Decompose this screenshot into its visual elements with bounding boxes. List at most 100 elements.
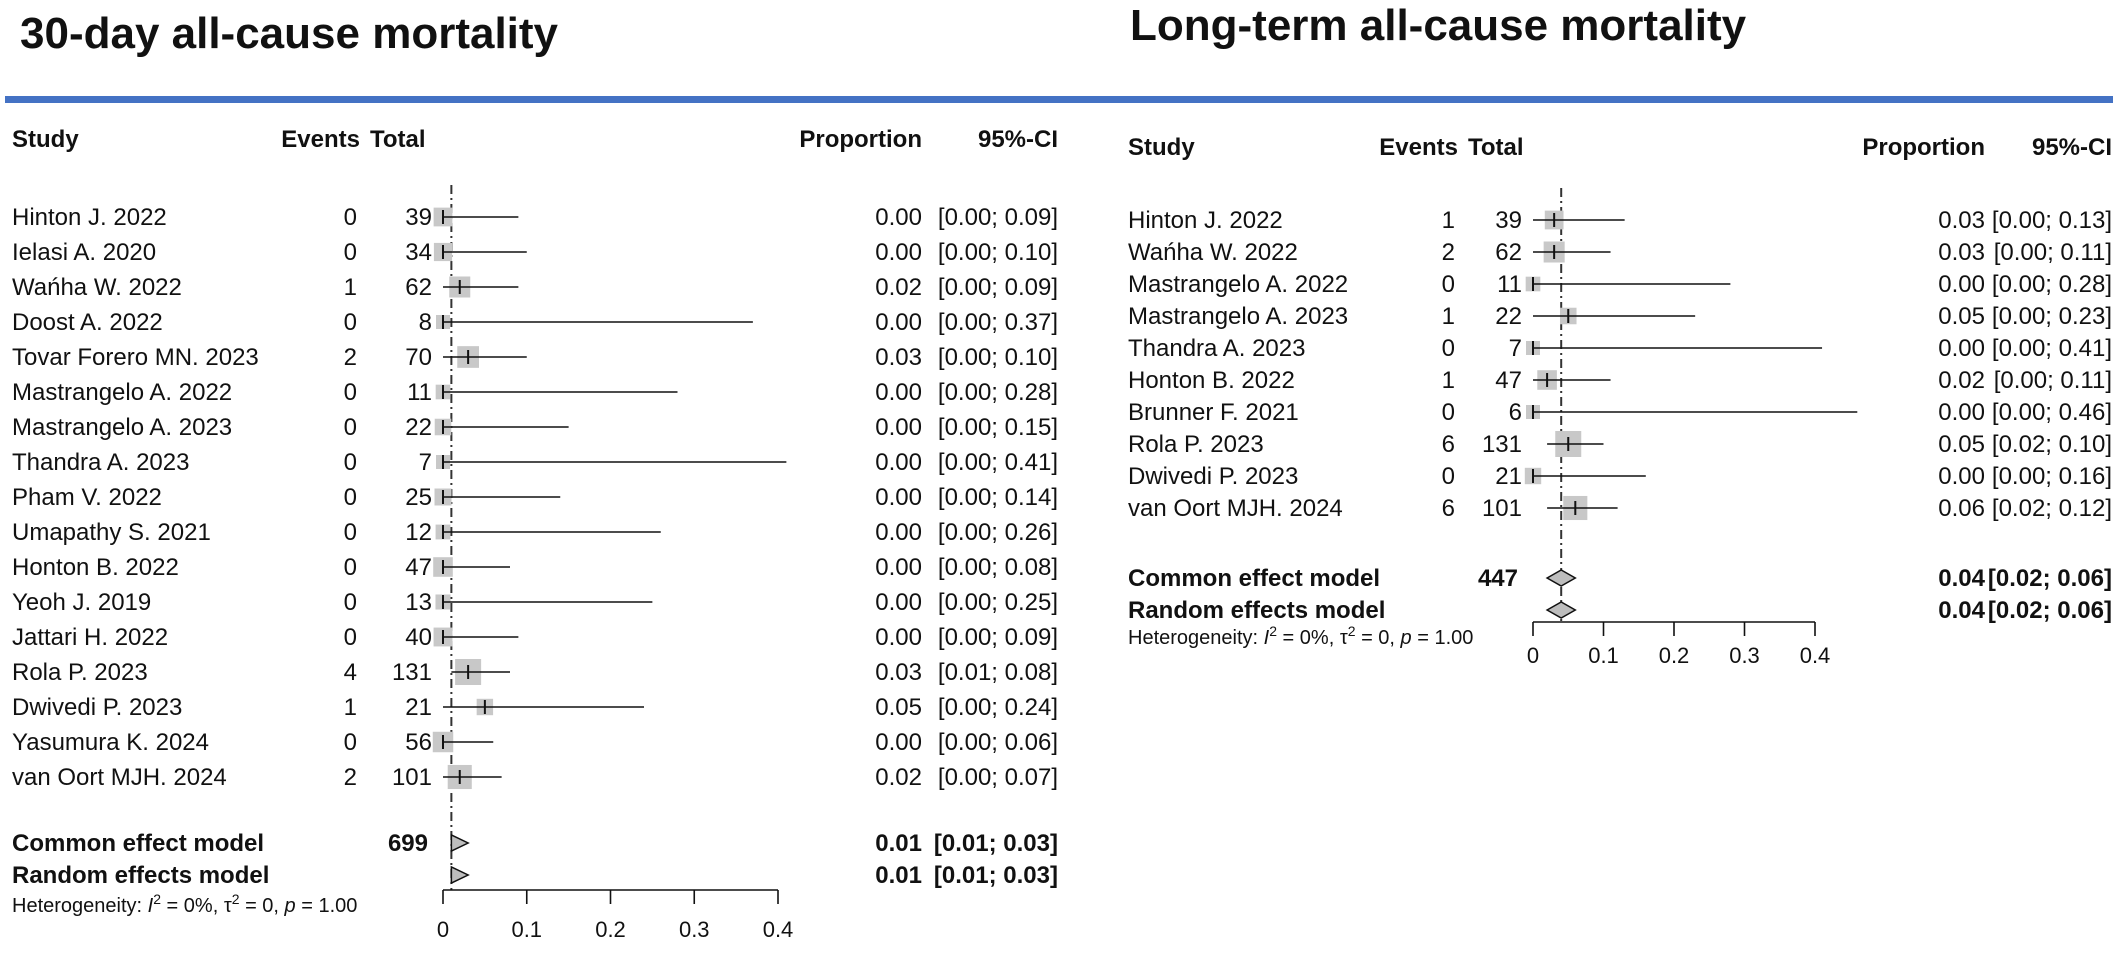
i2-value: = 0%, xyxy=(1277,627,1340,649)
study-total: 131 xyxy=(392,659,432,686)
study-ci: [0.00; 0.37] xyxy=(938,309,1058,336)
study-events: 1 xyxy=(1442,207,1455,234)
pooled-total: 699 xyxy=(388,830,428,857)
x-tick-label: 0.4 xyxy=(763,917,794,942)
study-total: 62 xyxy=(1495,239,1522,266)
study-total: 8 xyxy=(419,309,432,336)
header-study: Study xyxy=(12,126,79,153)
study-label: Dwivedi P. 2023 xyxy=(1128,463,1298,490)
study-label: Mastrangelo A. 2022 xyxy=(12,379,232,406)
study-ci: [0.00; 0.09] xyxy=(938,204,1058,231)
heterogeneity-text: Heterogeneity: I2 = 0%, τ2 = 0, p = 1.00 xyxy=(12,891,357,917)
p-value: = 1.00 xyxy=(1412,627,1474,649)
study-ci: [0.00; 0.09] xyxy=(938,624,1058,651)
p-symbol: p xyxy=(1400,627,1412,649)
study-ci: [0.00; 0.41] xyxy=(1992,335,2112,362)
study-label: Mastrangelo A. 2023 xyxy=(1128,303,1348,330)
study-proportion: 0.02 xyxy=(875,764,922,791)
study-total: 101 xyxy=(1482,495,1522,522)
header-study: Study xyxy=(1128,134,1195,161)
study-proportion: 0.02 xyxy=(875,274,922,301)
study-ci: [0.00; 0.41] xyxy=(938,449,1058,476)
study-ci: [0.00; 0.11] xyxy=(1994,367,2112,394)
tau-value: = 0, xyxy=(240,895,285,917)
x-tick-label: 0.3 xyxy=(1729,643,1760,668)
pooled-label: Common effect model xyxy=(1128,565,1380,592)
study-ci: [0.00; 0.11] xyxy=(1994,239,2112,266)
header-ci: 95%-CI xyxy=(978,126,1058,153)
study-proportion: 0.00 xyxy=(875,449,922,476)
tau-superscript: 2 xyxy=(1348,623,1356,639)
study-events: 0 xyxy=(344,309,357,336)
study-ci: [0.00; 0.28] xyxy=(938,379,1058,406)
study-proportion: 0.00 xyxy=(875,414,922,441)
study-events: 6 xyxy=(1442,495,1455,522)
study-events: 0 xyxy=(344,239,357,266)
study-events: 4 xyxy=(344,659,357,686)
study-label: van Oort MJH. 2024 xyxy=(1128,495,1343,522)
study-total: 21 xyxy=(1495,463,1522,490)
study-ci: [0.00; 0.13] xyxy=(1992,207,2112,234)
x-tick-label: 0.1 xyxy=(511,917,542,942)
study-events: 0 xyxy=(344,414,357,441)
pooled-diamond xyxy=(1545,569,1577,587)
pooled-proportion: 0.01 xyxy=(875,862,922,889)
study-total: 12 xyxy=(405,519,432,546)
study-label: Honton B. 2022 xyxy=(12,554,179,581)
study-total: 11 xyxy=(1497,271,1522,298)
study-events: 0 xyxy=(344,204,357,231)
p-value: = 1.00 xyxy=(296,895,358,917)
study-proportion: 0.03 xyxy=(875,659,922,686)
study-label: Yasumura K. 2024 xyxy=(12,729,209,756)
pooled-label: Random effects model xyxy=(1128,597,1385,624)
x-tick-label: 0.1 xyxy=(1588,643,1619,668)
study-label: Doost A. 2022 xyxy=(12,309,163,336)
x-tick-label: 0.2 xyxy=(1659,643,1690,668)
study-ci: [0.02; 0.10] xyxy=(1992,431,2112,458)
study-ci: [0.00; 0.28] xyxy=(1992,271,2112,298)
study-events: 2 xyxy=(344,344,357,371)
x-tick-label: 0.2 xyxy=(595,917,626,942)
study-total: 34 xyxy=(405,239,432,266)
study-events: 0 xyxy=(1442,463,1455,490)
study-label: Jattari H. 2022 xyxy=(12,624,168,651)
study-total: 7 xyxy=(1509,335,1522,362)
study-total: 22 xyxy=(1495,303,1522,330)
study-label: Rola P. 2023 xyxy=(1128,431,1264,458)
study-events: 0 xyxy=(344,729,357,756)
study-events: 6 xyxy=(1442,431,1455,458)
i2-value: = 0%, xyxy=(161,895,224,917)
study-ci: [0.00; 0.10] xyxy=(938,344,1058,371)
study-label: Wańha W. 2022 xyxy=(1128,239,1298,266)
study-label: Thandra A. 2023 xyxy=(12,449,189,476)
study-label: Hinton J. 2022 xyxy=(12,204,167,231)
pooled-proportion: 0.04 xyxy=(1938,565,1985,592)
x-tick-label: 0.3 xyxy=(679,917,710,942)
study-ci: [0.00; 0.24] xyxy=(938,694,1058,721)
study-proportion: 0.00 xyxy=(875,729,922,756)
pooled-ci: [0.01; 0.03] xyxy=(934,862,1058,889)
study-total: 47 xyxy=(405,554,432,581)
study-label: van Oort MJH. 2024 xyxy=(12,764,227,791)
study-label: Mastrangelo A. 2023 xyxy=(12,414,232,441)
study-ci: [0.00; 0.06] xyxy=(938,729,1058,756)
study-proportion: 0.03 xyxy=(875,344,922,371)
study-proportion: 0.00 xyxy=(1938,271,1985,298)
study-events: 1 xyxy=(1442,303,1455,330)
study-total: 39 xyxy=(1495,207,1522,234)
study-label: Yeoh J. 2019 xyxy=(12,589,151,616)
study-label: Hinton J. 2022 xyxy=(1128,207,1283,234)
study-total: 62 xyxy=(405,274,432,301)
study-ci: [0.00; 0.46] xyxy=(1992,399,2112,426)
study-total: 131 xyxy=(1482,431,1522,458)
study-events: 0 xyxy=(344,589,357,616)
panel-1-title: 30-day all-cause mortality xyxy=(20,9,559,58)
study-events: 2 xyxy=(1442,239,1455,266)
study-proportion: 0.05 xyxy=(1938,303,1985,330)
i2-superscript: 2 xyxy=(1269,623,1277,639)
study-label: Pham V. 2022 xyxy=(12,484,162,511)
header-proportion: Proportion xyxy=(799,126,922,153)
study-label: Dwivedi P. 2023 xyxy=(12,694,182,721)
header-total: Total xyxy=(1468,134,1524,161)
study-total: 101 xyxy=(392,764,432,791)
